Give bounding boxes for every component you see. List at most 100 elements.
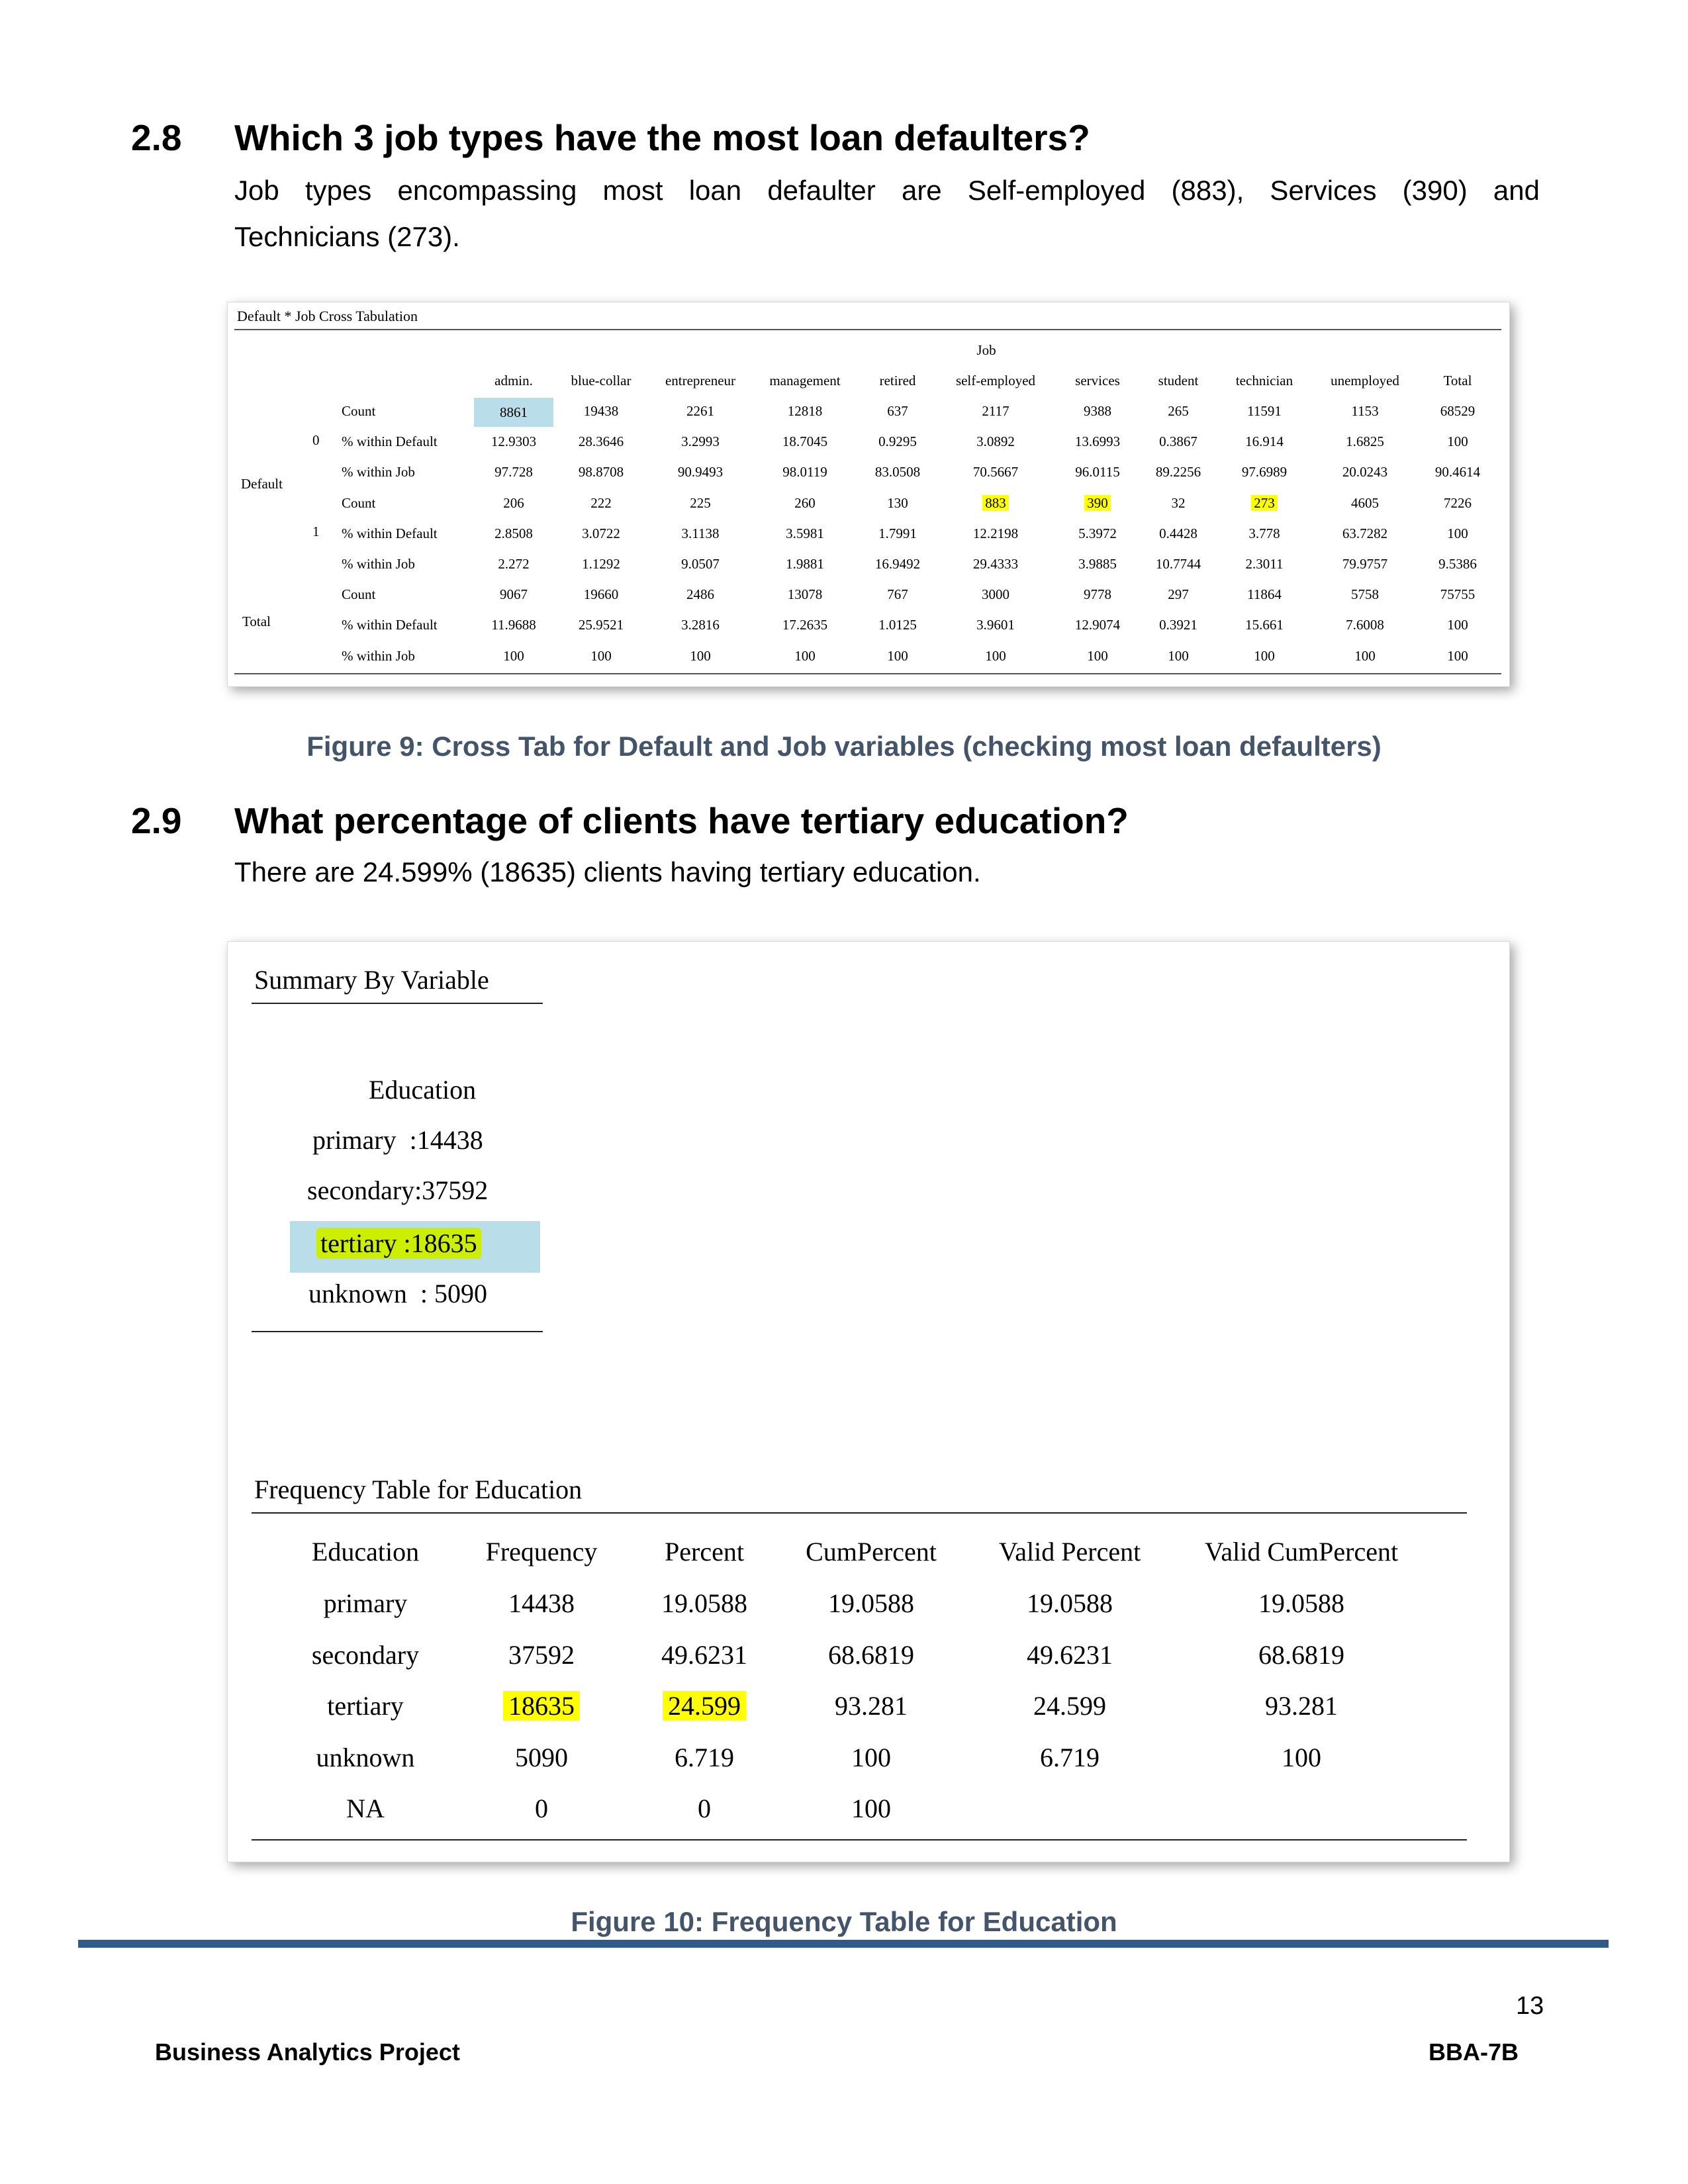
crosstab-col-header: student: [1158, 373, 1199, 388]
crosstab-cell: 3.2816: [657, 617, 743, 633]
crosstab-cell-value: 97.728: [494, 464, 533, 480]
freq-cell-value: 6.719: [1040, 1742, 1100, 1772]
crosstab-col-header: self-employed: [955, 373, 1036, 388]
crosstab-cell: 19660: [558, 586, 644, 603]
crosstab-cell: 222: [558, 495, 644, 512]
crosstab-cell: 13078: [762, 586, 848, 603]
crosstab-cell-value: 883: [982, 494, 1009, 511]
crosstab-cell: 100: [1221, 648, 1307, 664]
crosstab-cell-value: 0.9295: [878, 433, 917, 450]
freq-cell: primary: [266, 1588, 465, 1619]
crosstab-cell: 9.0507: [657, 556, 743, 572]
crosstab-cell-value: 9.0507: [681, 556, 720, 572]
freq-cell: unknown: [266, 1742, 465, 1773]
sub-label-0: 0: [312, 432, 320, 448]
crosstab-row-label: % within Job: [342, 556, 415, 572]
crosstab-cell-value: 4605: [1351, 494, 1379, 511]
crosstab-cell: 3000: [953, 586, 1039, 603]
freq-cell: 24.599: [605, 1690, 804, 1721]
freq-cell-value: 68.6819: [828, 1639, 914, 1670]
freq-cell-value: secondary: [311, 1639, 420, 1670]
freq-cell-value: unknown: [316, 1742, 415, 1772]
crosstab-cell: 68529: [1415, 403, 1501, 420]
freq-cell-value: 24.599: [1033, 1691, 1106, 1721]
crosstab-cell-value: 0.4428: [1159, 525, 1197, 541]
crosstab-cell-value: 16.9492: [874, 556, 921, 572]
crosstab-cell: 97.6989: [1221, 464, 1307, 480]
crosstab-cell-value: 767: [887, 586, 908, 603]
freq-table-top-rule: [252, 1512, 1467, 1514]
crosstab-cell-value: 19438: [583, 403, 619, 419]
crosstab-figure: Default * Job Cross Tabulation Job Defau…: [227, 302, 1510, 687]
crosstab-cell: 79.9757: [1322, 556, 1408, 572]
section-paragraph: There are 24.599% (18635) clients having…: [234, 856, 981, 887]
crosstab-cell-value: 7226: [1444, 494, 1472, 511]
crosstab-cell-value: 11864: [1247, 586, 1282, 603]
crosstab-cell: 90.9493: [657, 464, 743, 480]
crosstab-cell: 390: [1055, 494, 1141, 512]
freq-cell-value: 93.281: [1265, 1691, 1338, 1721]
freq-cell-value: 14438: [508, 1588, 575, 1618]
crosstab-cell-value: 20.0243: [1342, 464, 1388, 480]
crosstab-cell-value: 2.8508: [494, 525, 533, 541]
crosstab-cell-value: 9388: [1084, 403, 1111, 419]
crosstab-cell-value: 16.914: [1245, 433, 1284, 450]
crosstab-cell: 3.5981: [762, 525, 848, 542]
crosstab-cell: 100: [657, 648, 743, 664]
summary-bottom-rule: [252, 1331, 543, 1332]
crosstab-cell: 7.6008: [1322, 617, 1408, 633]
freq-cell-value: 18635: [503, 1691, 580, 1721]
freq-cell: 6.719: [605, 1742, 804, 1773]
crosstab-cell-value: 8861: [500, 404, 528, 420]
crosstab-cell-value: 0.3921: [1159, 617, 1197, 633]
crosstab-cell-value: 100: [1447, 647, 1468, 664]
crosstab-cell: 100: [953, 648, 1039, 664]
crosstab-cell: 96.0115: [1055, 464, 1141, 480]
crosstab-row-label: Count: [342, 403, 376, 419]
crosstab-cell-value: 29.4333: [972, 556, 1019, 572]
page-number: 13: [1516, 1992, 1544, 2020]
freq-col-header: Frequency: [485, 1537, 598, 1567]
freq-cell: 68.6819: [1202, 1639, 1401, 1670]
crosstab-cell: 2117: [953, 403, 1039, 420]
crosstab-cell: 20.0243: [1322, 464, 1408, 480]
freq-cell: 0: [605, 1793, 804, 1824]
crosstab-top-rule: [234, 329, 1501, 330]
footer-right: BBA-7B: [1429, 2038, 1519, 2066]
figure-9-caption: Figure 9: Cross Tab for Default and Job …: [306, 731, 1382, 762]
section-paragraph-cont: Technicians (273).: [234, 221, 460, 252]
crosstab-cell: 100: [762, 648, 848, 664]
crosstab-cell: 75755: [1415, 586, 1501, 603]
crosstab-cell: 0.3867: [1135, 433, 1221, 450]
crosstab-cell-value: 3.2816: [681, 617, 720, 633]
crosstab-cell-value: 206: [503, 494, 524, 511]
crosstab-cell: 206: [471, 495, 557, 512]
crosstab-group-header: Job: [976, 342, 996, 358]
crosstab-cell-value: 1.6825: [1346, 433, 1384, 450]
crosstab-cell-value: 3000: [982, 586, 1009, 603]
crosstab-cell-value: 1.9881: [786, 556, 824, 572]
crosstab-cell: 2486: [657, 586, 743, 603]
freq-cell: 93.281: [772, 1690, 970, 1721]
freq-cell-value: 19.0588: [1027, 1588, 1113, 1618]
crosstab-cell-value: 100: [1087, 647, 1108, 664]
crosstab-cell-value: 222: [590, 494, 612, 511]
crosstab-cell-value: 3.0892: [976, 433, 1015, 450]
crosstab-cell: 32: [1135, 495, 1221, 512]
crosstab-cell-value: 11.9688: [491, 617, 536, 633]
section-number: 2.8: [131, 117, 182, 158]
freq-table-title: Frequency Table for Education: [254, 1475, 583, 1504]
crosstab-row-label: % within Default: [342, 433, 438, 450]
crosstab-cell: 130: [855, 495, 941, 512]
freq-cell: NA: [266, 1793, 465, 1824]
crosstab-cell: 11864: [1221, 586, 1307, 603]
crosstab-cell: 0.9295: [855, 433, 941, 450]
freq-cell-value: 100: [1282, 1742, 1321, 1772]
crosstab-cell-value: 28.3646: [578, 433, 624, 450]
crosstab-cell-value: 13078: [787, 586, 823, 603]
freq-cell: 49.6231: [605, 1639, 804, 1670]
crosstab-cell-value: 17.2635: [782, 617, 828, 633]
crosstab-cell-value: 3.2993: [681, 433, 720, 450]
crosstab-cell-value: 100: [690, 647, 711, 664]
crosstab-cell-value: 2.272: [498, 556, 530, 572]
